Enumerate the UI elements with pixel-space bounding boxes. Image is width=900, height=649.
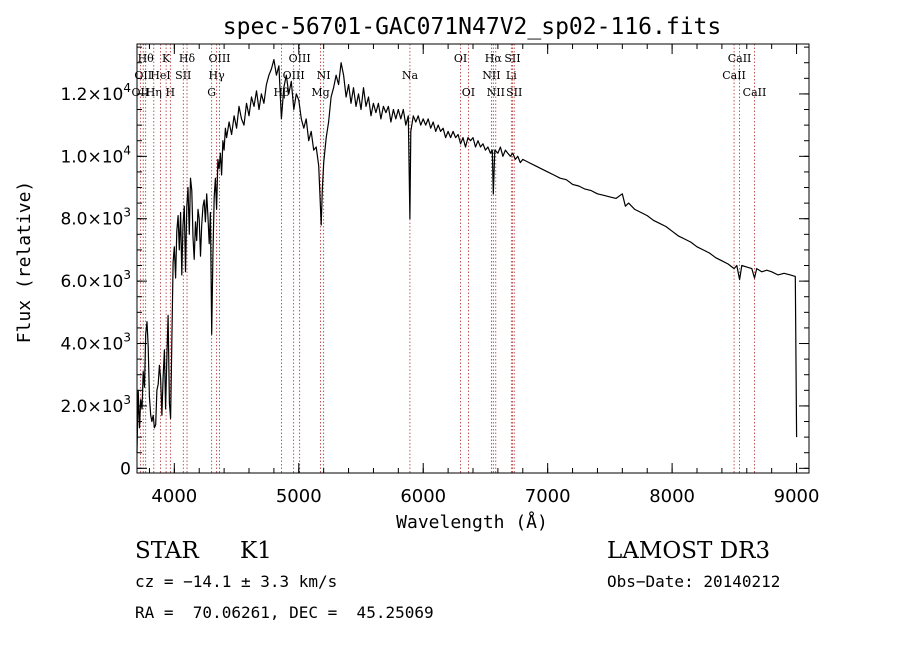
y-axis-label: Flux (relative) <box>14 181 35 344</box>
spectral-line-labels: OIIOIIHθHηHeIKHSIIHδGHγOIIIHβOIIIOIIINIM… <box>132 52 767 99</box>
line-label: Hδ <box>179 52 196 65</box>
line-label: Hθ <box>138 52 155 65</box>
line-label: Li <box>506 69 517 82</box>
spectral-line-markers <box>139 44 755 473</box>
line-label: OII <box>132 86 150 99</box>
spectrum-chart: spec-56701-GAC071N47V2_sp02-116.fits OII… <box>14 14 820 533</box>
line-label: OIII <box>283 69 305 82</box>
x-axis: 4000 5000 6000 7000 8000 9000 <box>148 44 820 507</box>
line-label: Na <box>402 69 419 82</box>
line-label: G <box>207 86 216 99</box>
line-label: H <box>166 86 176 99</box>
y-tick-label: 1.0×104 <box>60 143 131 167</box>
y-tick-label: 4.0×103 <box>60 331 131 355</box>
x-tick-label: 6000 <box>400 486 446 507</box>
line-label: Hα <box>485 52 503 65</box>
redshift-velocity: cz = −14.1 ± 3.3 km/s <box>135 572 338 591</box>
observation-date: Obs−Date: 20140212 <box>607 572 781 591</box>
y-tick-label: 2.0×103 <box>60 393 131 417</box>
line-label: NI <box>317 69 331 82</box>
chart-title: spec-56701-GAC071N47V2_sp02-116.fits <box>223 14 722 40</box>
line-label: HeI <box>150 69 170 82</box>
line-label: SII <box>506 86 522 99</box>
line-label: Hη <box>146 86 162 99</box>
line-label: OIII <box>208 52 230 65</box>
line-label: OIII <box>289 52 311 65</box>
spectrum-series <box>136 59 798 453</box>
x-axis-label: Wavelength (Å) <box>396 511 548 533</box>
line-label: SII <box>175 69 191 82</box>
y-tick-label: 8.0×103 <box>60 206 131 230</box>
y-axis: 0 2.0×103 4.0×103 6.0×103 8.0×103 1.0×104 1.2×… <box>60 46 809 479</box>
line-label: CaII <box>722 69 746 82</box>
y-tick-label: 0 <box>120 459 131 479</box>
line-label: CaII <box>728 52 752 65</box>
x-tick-label: 9000 <box>774 486 820 507</box>
line-label: SII <box>504 52 520 65</box>
line-label: NII <box>487 86 505 99</box>
line-label: NII <box>482 69 500 82</box>
line-label: Hβ <box>274 86 290 99</box>
x-tick-label: 5000 <box>276 486 322 507</box>
ra-dec-coordinates: RA = 70.06261, DEC = 45.25069 <box>135 603 434 622</box>
x-tick-label: 8000 <box>649 486 695 507</box>
object-subclass: K1 <box>240 538 272 564</box>
line-label: OI <box>462 86 475 99</box>
y-tick-label: 1.2×104 <box>60 81 131 105</box>
spectrum-line <box>136 59 798 453</box>
x-tick-label: 4000 <box>151 486 197 507</box>
line-label: CaII <box>743 86 767 99</box>
object-class: STAR <box>135 538 199 564</box>
survey-name: LAMOST DR3 <box>607 538 771 564</box>
line-label: Hγ <box>209 69 226 82</box>
x-tick-label: 7000 <box>525 486 571 507</box>
line-label: K <box>162 52 171 65</box>
y-tick-label: 6.0×103 <box>60 268 131 292</box>
line-label: Mg <box>311 86 329 99</box>
line-label: OI <box>454 52 467 65</box>
plot-frame <box>136 43 810 474</box>
